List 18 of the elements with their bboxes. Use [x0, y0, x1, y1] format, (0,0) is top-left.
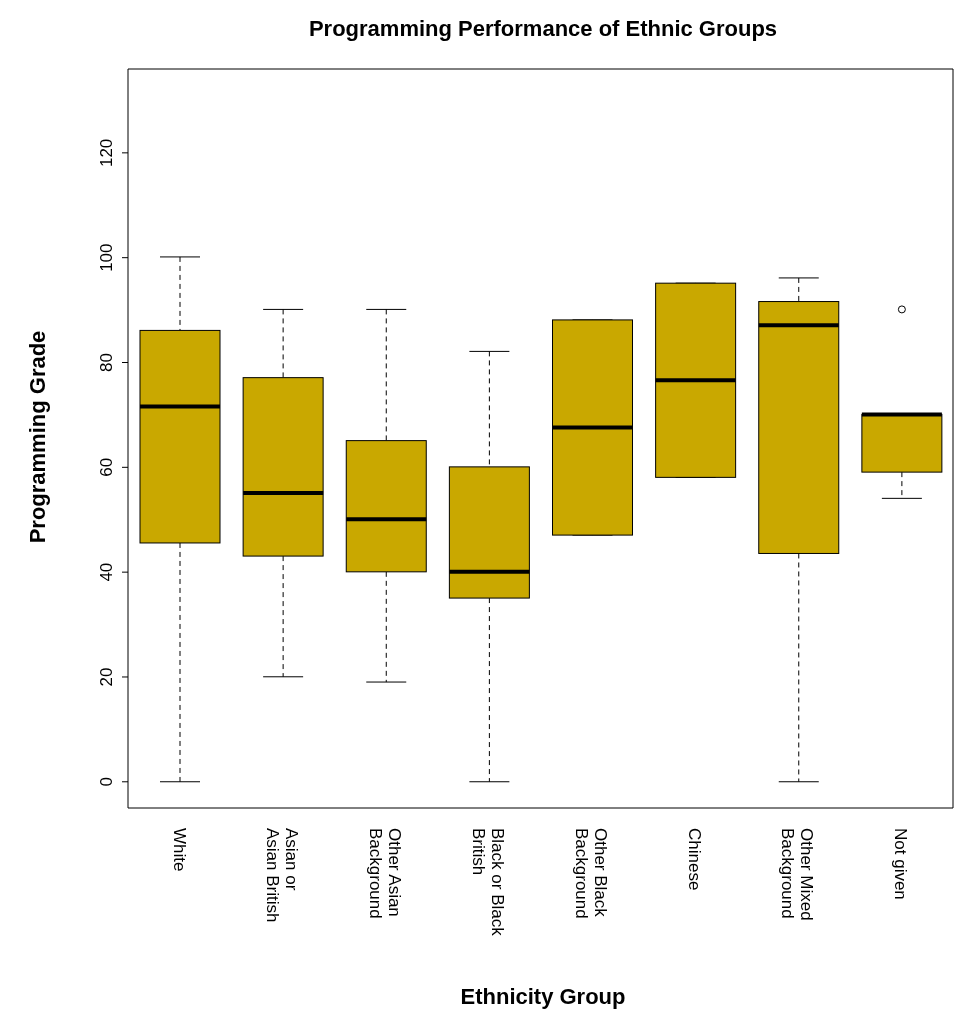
y-tick-label: 120 [97, 138, 116, 168]
x-axis-title: Ethnicity Group [459, 984, 627, 1010]
y-tick-label: 40 [97, 562, 116, 582]
x-tick-label: Asian or Asian British [262, 828, 301, 923]
x-tick-label: Other Asian Background [365, 828, 404, 919]
y-tick-label: 20 [97, 667, 116, 687]
y-axis-title: Programming Grade [25, 329, 51, 546]
y-tick-label: 60 [97, 457, 116, 477]
x-tick-label: Other Mixed Background [778, 828, 817, 921]
x-tick-label: Chinese [685, 828, 705, 891]
chart-title: Programming Performance of Ethnic Groups [307, 16, 779, 42]
x-tick-label: White [169, 828, 189, 872]
x-tick-label: Black or Black British [468, 828, 507, 937]
y-tick-label: 80 [97, 353, 116, 372]
y-tick-label: 100 [97, 243, 116, 272]
y-tick-label: 0 [97, 777, 116, 787]
x-tick-label: Not given [891, 828, 911, 900]
x-tick-label: Other Black Background [572, 828, 611, 919]
